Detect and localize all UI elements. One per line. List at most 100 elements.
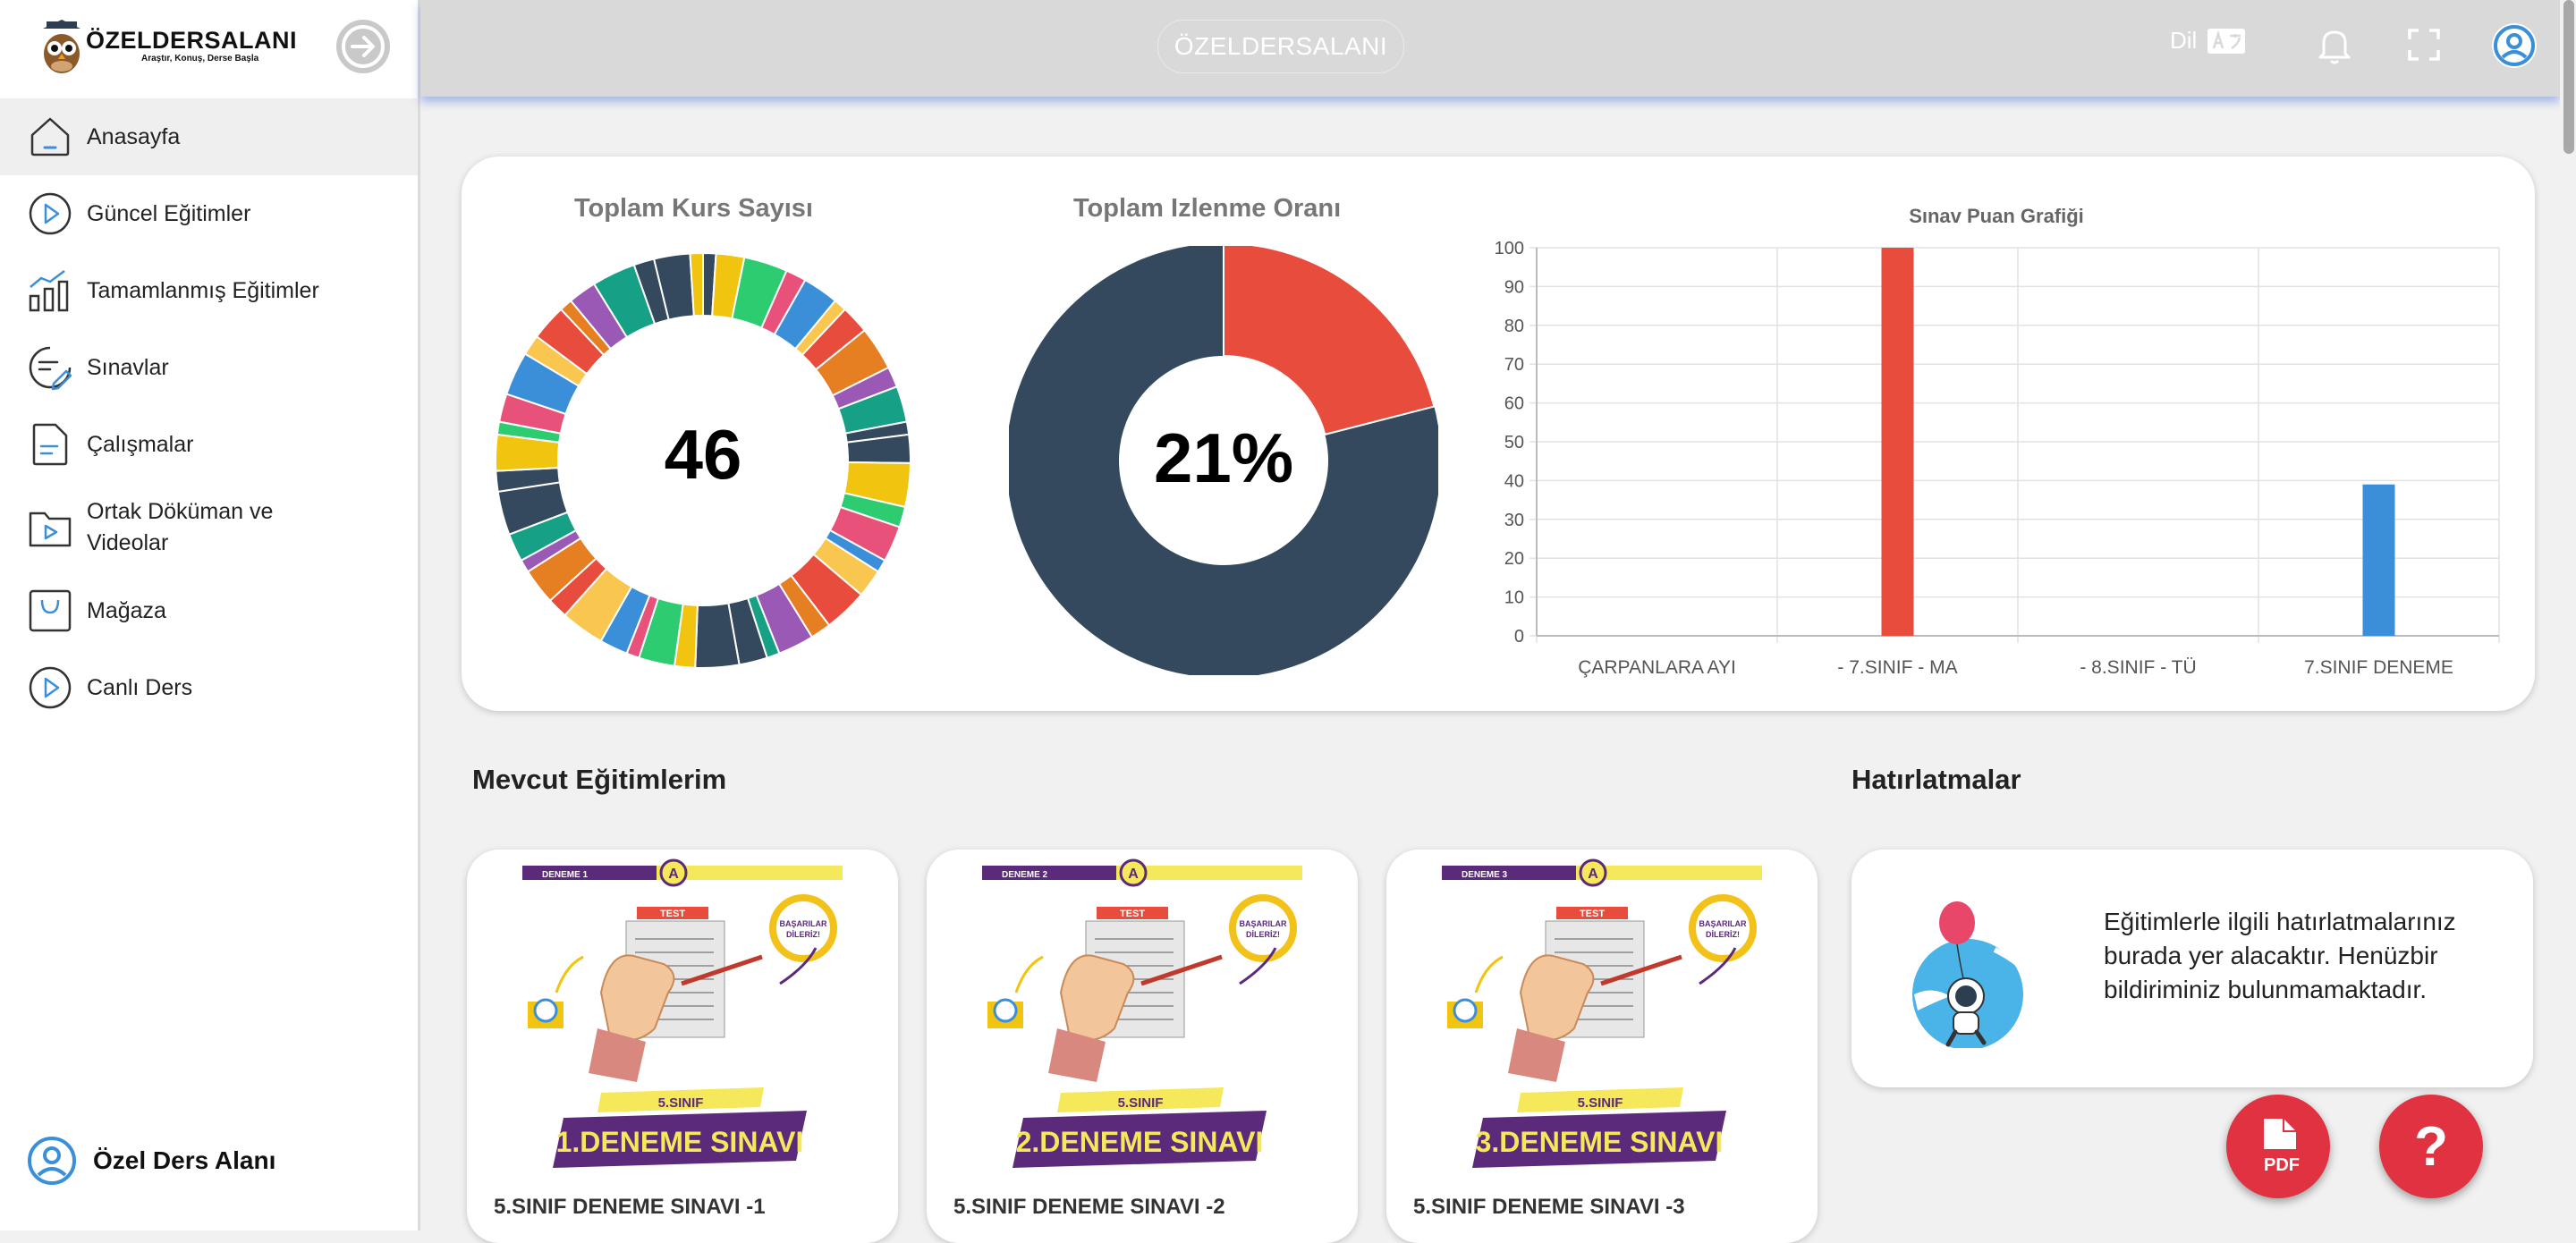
owl-logo-icon bbox=[43, 20, 80, 73]
collapse-sidebar-button[interactable] bbox=[336, 20, 390, 73]
scrollbar-thumb[interactable] bbox=[2563, 0, 2574, 154]
play-icon bbox=[29, 666, 72, 709]
course-card[interactable]: DENEME 1 A BAŞARILAR DİLERİZ! TEST 5.SIN… bbox=[467, 850, 898, 1243]
document-icon bbox=[32, 423, 68, 466]
y-tick-label: 30 bbox=[1504, 511, 1524, 530]
sheet-label: TEST bbox=[1120, 909, 1145, 919]
exam-icon bbox=[29, 346, 72, 391]
course-banner: 2.DENEME SINAVI bbox=[1016, 1126, 1264, 1158]
course-count-title: Toplam Kurs Sayısı bbox=[574, 194, 813, 223]
y-tick-label: 80 bbox=[1504, 317, 1524, 336]
watch-rate-watched-arc bbox=[1223, 246, 1436, 436]
bar-chart-icon bbox=[29, 270, 69, 312]
user-name: Özel Ders Alanı bbox=[93, 1146, 276, 1174]
page-scrollbar[interactable] bbox=[2560, 0, 2576, 1230]
course-card[interactable]: DENEME 3 A BAŞARILAR DİLERİZ! TEST 5.SIN… bbox=[1386, 850, 1818, 1243]
sidebar-item-ortak-dokuman[interactable]: Ortak Döküman ve Videolar bbox=[0, 483, 418, 572]
brand-button[interactable]: ÖZELDERSALANI bbox=[1157, 20, 1404, 73]
x-tick-label: - 7.SINIF - MA bbox=[1837, 657, 1957, 678]
course-tag: DENEME 1 bbox=[542, 870, 589, 880]
play-icon bbox=[29, 192, 72, 235]
reminder-text: Eğitimlerle ilgili hatırlatmalarınız bur… bbox=[2104, 908, 2456, 1003]
bell-icon[interactable] bbox=[2315, 25, 2354, 64]
app-name: ÖZELDERSALANI bbox=[86, 27, 297, 54]
sidebar-item-magaza[interactable]: Mağaza bbox=[0, 572, 418, 649]
course-grade: 5.SINIF bbox=[658, 1095, 704, 1111]
course-thumbnail: DENEME 2 A BAŞARILAR DİLERİZ! TEST 5.SIN… bbox=[971, 858, 1313, 1173]
course-tag: DENEME 3 bbox=[1462, 870, 1508, 880]
course-title: 5.SINIF DENEME SINAVI -2 bbox=[953, 1195, 1225, 1219]
sidebar-item-label: Güncel Eğitimler bbox=[87, 200, 251, 226]
sheet-label: TEST bbox=[1580, 909, 1605, 919]
pdf-icon: PDF bbox=[2264, 1119, 2300, 1175]
donut-slices bbox=[495, 251, 911, 669]
sidebar: ÖZELDERSALANI Araştır, Konuş, Derse Başl… bbox=[0, 0, 420, 1230]
chart-title: Sınav Puan Grafiği bbox=[1909, 205, 2084, 227]
chart-labels: 0 10 20 30 40 50 60 70 80 90 100 ÇARPANLARA AYI - 7.… bbox=[1495, 239, 2453, 678]
course-banner: 1.DENEME SINAVI bbox=[556, 1126, 804, 1158]
help-button[interactable]: ? bbox=[2379, 1095, 2483, 1198]
sidebar-item-canli-ders[interactable]: Canlı Ders bbox=[0, 649, 418, 726]
course-card[interactable]: DENEME 2 A BAŞARILAR DİLERİZ! TEST 5.SIN… bbox=[927, 850, 1358, 1243]
bar bbox=[1881, 248, 1914, 636]
booklet-letter: A bbox=[1128, 867, 1139, 882]
reminders-section-title: Hatırlatmalar bbox=[1852, 764, 2021, 795]
course-grade: 5.SINIF bbox=[1578, 1095, 1623, 1111]
y-tick-label: 20 bbox=[1504, 549, 1524, 569]
y-tick-label: 100 bbox=[1495, 239, 1524, 258]
sidebar-item-tamamlanmis-egitimler[interactable]: Tamamlanmış Eğitimler bbox=[0, 252, 418, 329]
logo-area: ÖZELDERSALANI Araştır, Konuş, Derse Başl… bbox=[0, 0, 418, 97]
home-icon bbox=[30, 117, 70, 156]
bar bbox=[2362, 484, 2395, 636]
sidebar-item-label: Mağaza bbox=[87, 597, 166, 623]
user-avatar-icon bbox=[28, 1137, 76, 1185]
pdf-button[interactable]: PDF bbox=[2226, 1095, 2330, 1198]
arrow-right-icon bbox=[342, 25, 385, 68]
language-label: Dil bbox=[2170, 27, 2198, 54]
x-tick-label: 7.SINIF DENEME bbox=[2304, 657, 2453, 678]
course-thumbnail: DENEME 3 A BAŞARILAR DİLERİZ! TEST 5.SIN… bbox=[1431, 858, 1773, 1173]
badge-line1: BAŞARILAR bbox=[1699, 919, 1747, 928]
sidebar-item-label: Sınavlar bbox=[87, 354, 169, 380]
sidebar-user[interactable]: Özel Ders Alanı bbox=[27, 1136, 275, 1186]
course-count-value: 46 bbox=[665, 415, 742, 494]
badge-line1: BAŞARILAR bbox=[1240, 919, 1287, 928]
sheet-label: TEST bbox=[660, 909, 685, 919]
fullscreen-icon[interactable] bbox=[2404, 25, 2444, 64]
sidebar-item-sinavlar[interactable]: Sınavlar bbox=[0, 329, 418, 406]
x-tick-label: - 8.SINIF - TÜ bbox=[2080, 657, 2196, 678]
sidebar-item-guncel-egitimler[interactable]: Güncel Eğitimler bbox=[0, 175, 418, 252]
sidebar-item-label: Ortak Döküman ve Videolar bbox=[87, 499, 274, 555]
courses-section-title: Mevcut Eğitimlerim bbox=[472, 764, 727, 795]
sidebar-menu: Anasayfa Güncel Eğitimler Tamamlanmış Eğ… bbox=[0, 98, 418, 726]
profile-icon[interactable] bbox=[2490, 21, 2538, 70]
y-tick-label: 60 bbox=[1504, 394, 1524, 414]
chart-bars bbox=[1881, 248, 2395, 636]
watch-rate-donut: 21% bbox=[1009, 246, 1438, 675]
chart-grid bbox=[1530, 247, 2500, 643]
x-tick-label: ÇARPANLARA AYI bbox=[1578, 657, 1736, 678]
sidebar-item-anasayfa[interactable]: Anasayfa bbox=[0, 98, 418, 175]
course-count-donut: 46 bbox=[495, 251, 911, 669]
badge-line1: BAŞARILAR bbox=[780, 919, 827, 928]
donut-slice bbox=[689, 251, 704, 317]
course-banner: 3.DENEME SINAVI bbox=[1476, 1126, 1724, 1158]
course-grade: 5.SINIF bbox=[1118, 1095, 1164, 1111]
sidebar-item-calismalar[interactable]: Çalışmalar bbox=[0, 406, 418, 483]
booklet-letter: A bbox=[1588, 867, 1598, 882]
stats-card: Toplam Kurs Sayısı 46 Toplam Izlenme Ora… bbox=[462, 156, 2535, 711]
reminder-card: Eğitimlerle ilgili hatırlatmalarınız bur… bbox=[1852, 850, 2533, 1087]
sidebar-item-label: Çalışmalar bbox=[87, 431, 194, 457]
language-selector[interactable]: Dil bbox=[2170, 27, 2246, 55]
shopping-bag-icon bbox=[29, 589, 72, 632]
y-tick-label: 50 bbox=[1504, 433, 1524, 452]
course-tag: DENEME 2 bbox=[1002, 870, 1048, 880]
sidebar-item-label: Anasayfa bbox=[87, 123, 181, 149]
watch-rate-title: Toplam Izlenme Oranı bbox=[1073, 194, 1342, 223]
course-thumbnail: DENEME 1 A BAŞARILAR DİLERİZ! TEST 5.SIN… bbox=[512, 858, 853, 1173]
y-tick-label: 40 bbox=[1504, 471, 1524, 491]
translate-icon bbox=[2207, 28, 2246, 54]
app-tagline: Araştır, Konuş, Derse Başla bbox=[141, 54, 259, 63]
badge-line2: DİLERİZ! bbox=[1706, 930, 1740, 939]
watch-rate-value: 21% bbox=[1154, 419, 1293, 497]
